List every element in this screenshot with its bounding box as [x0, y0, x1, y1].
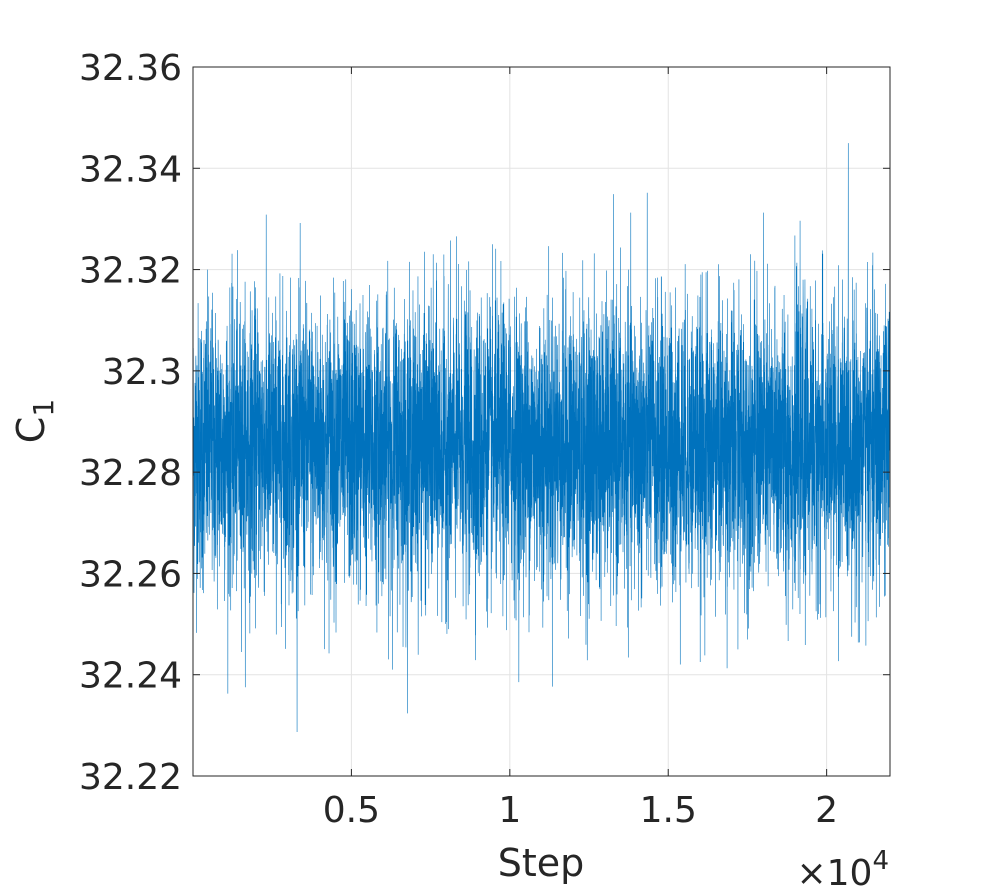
tick-labels: 32.22 32.24 32.26 32.28 32.3 32.32 32.34 32.36 0… — [79, 48, 838, 831]
ticks — [193, 66, 890, 777]
plot-frame — [192, 66, 891, 777]
y-tick-label: 32.32 — [79, 251, 182, 292]
series-line — [193, 143, 890, 732]
y-tick-label: 32.36 — [79, 48, 182, 89]
x-exponent-power: 4 — [872, 846, 889, 876]
y-axis-label-sub: 1 — [27, 399, 60, 417]
x-tick-label: 0.5 — [323, 790, 380, 831]
x-exponent-base: ×10 — [796, 853, 872, 893]
x-exponent-label: ×104 — [796, 846, 889, 893]
y-tick-label: 32.24 — [79, 656, 182, 697]
x-tick-label: 2 — [815, 790, 838, 831]
y-tick-label: 32.22 — [79, 757, 182, 798]
y-tick-label: 32.28 — [79, 453, 182, 494]
y-tick-label: 32.34 — [79, 149, 182, 190]
x-tick-label: 1.5 — [640, 790, 697, 831]
x-axis-label: Step — [498, 841, 585, 885]
y-axis-label-main: C — [9, 417, 53, 444]
y-tick-label: 32.26 — [79, 554, 182, 595]
y-axis-label: C1 — [9, 399, 60, 443]
y-tick-label: 32.3 — [102, 352, 182, 393]
x-tick-label: 1 — [498, 790, 521, 831]
